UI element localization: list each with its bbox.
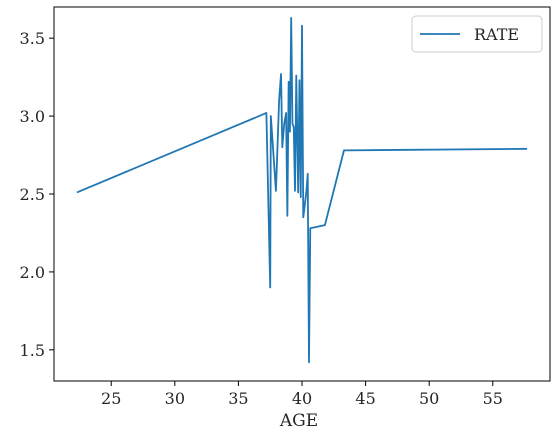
legend: RATE xyxy=(411,15,543,53)
x-tick-label: 35 xyxy=(228,389,248,408)
rate-series-line xyxy=(76,17,528,364)
x-tick-label: 25 xyxy=(101,389,121,408)
y-axis: 1.5 2.0 2.5 3.0 3.5 xyxy=(20,29,54,360)
x-tick-label: 50 xyxy=(419,389,439,408)
legend-box xyxy=(411,15,543,53)
y-tick-label: 2.0 xyxy=(20,263,45,282)
y-tick-label: 3.0 xyxy=(20,107,45,126)
x-axis-label: AGE xyxy=(279,411,318,431)
legend-label-rate: RATE xyxy=(474,25,519,44)
x-tick-label: 45 xyxy=(355,389,375,408)
x-tick-label: 55 xyxy=(483,389,503,408)
x-axis: 25 30 35 40 45 50 55 xyxy=(101,381,503,408)
y-tick-label: 3.5 xyxy=(20,29,45,48)
y-tick-label: 1.5 xyxy=(20,341,45,360)
y-tick-label: 2.5 xyxy=(20,185,45,204)
x-tick-label: 40 xyxy=(292,389,312,408)
x-tick-label: 30 xyxy=(165,389,185,408)
